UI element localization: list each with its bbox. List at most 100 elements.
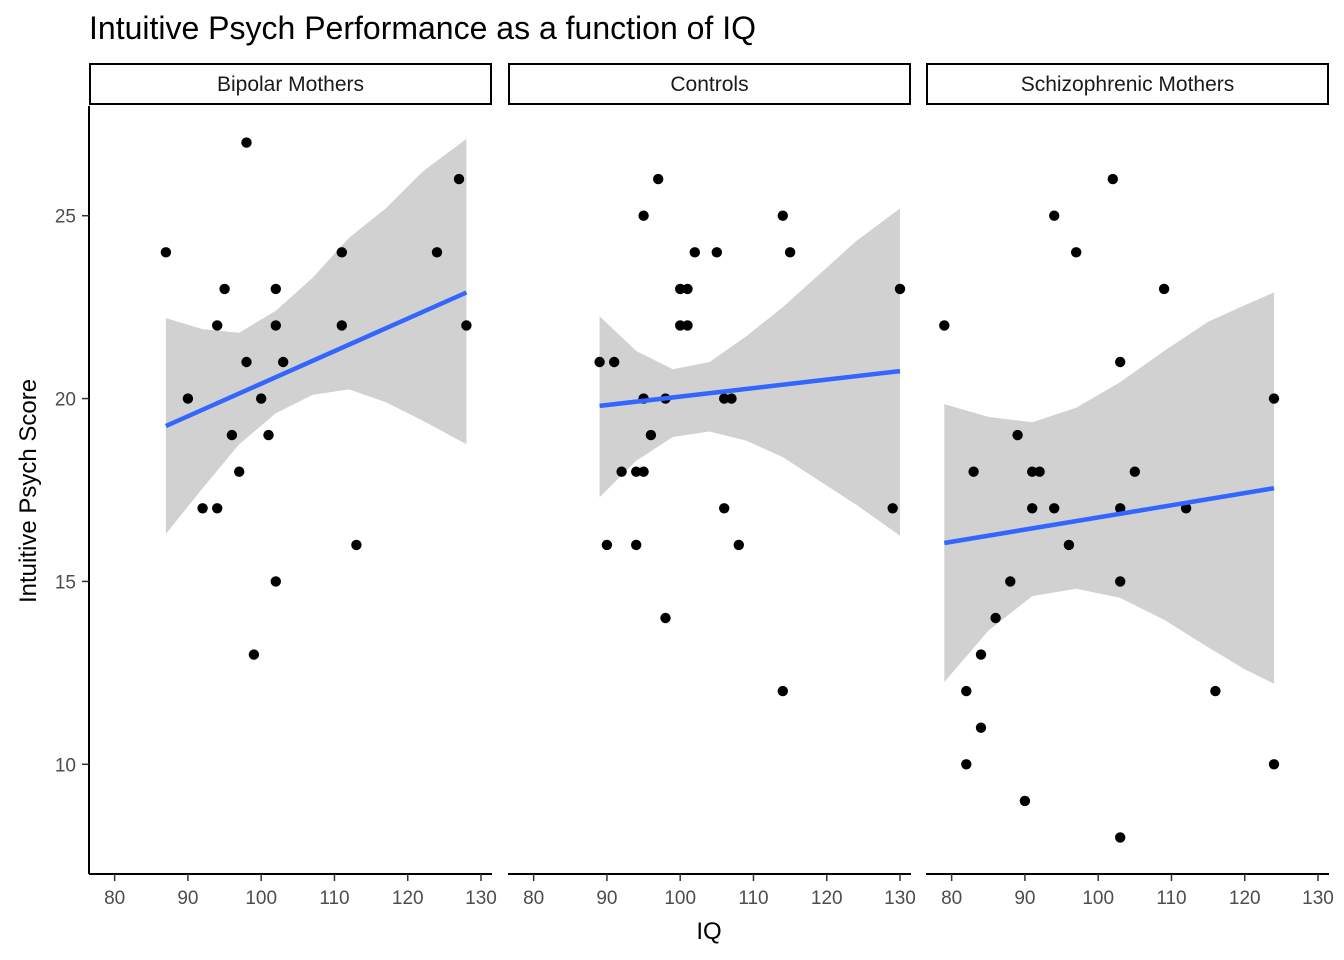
data-point xyxy=(777,210,788,221)
data-point xyxy=(256,393,267,404)
data-point xyxy=(1115,356,1126,368)
data-point xyxy=(660,612,671,624)
data-point xyxy=(961,685,972,697)
data-point xyxy=(631,466,642,477)
data-point xyxy=(1049,503,1060,514)
data-point xyxy=(1019,795,1031,807)
data-point xyxy=(1268,759,1280,770)
data-point xyxy=(894,283,906,295)
data-point xyxy=(219,283,230,295)
data-point xyxy=(990,612,1001,624)
data-point xyxy=(1115,832,1126,843)
data-point xyxy=(241,137,252,148)
data-point xyxy=(733,539,744,551)
confidence-band xyxy=(165,138,467,534)
panel-2: Controls 80 90 100 110 120 130 xyxy=(508,63,916,909)
y-tick-label: 10 xyxy=(55,755,76,776)
data-point xyxy=(961,759,972,770)
data-point xyxy=(784,247,796,258)
data-point xyxy=(975,722,987,733)
data-point xyxy=(1210,685,1221,697)
x-tick-label: 80 xyxy=(941,888,962,909)
data-point xyxy=(975,649,987,660)
data-point xyxy=(270,320,281,331)
data-point xyxy=(594,356,605,368)
regression-line xyxy=(943,485,1275,546)
data-point xyxy=(711,247,722,258)
data-point xyxy=(336,320,347,331)
facet-label: Bipolar Mothers xyxy=(217,73,364,96)
data-point xyxy=(675,320,686,331)
data-point xyxy=(160,247,172,258)
x-tick-label: 100 xyxy=(1082,888,1114,909)
data-point xyxy=(1158,283,1170,295)
data-point xyxy=(1027,503,1038,514)
panel-1: Bipolar Mothers 80 90 100 110 120 130 10 15 20 25 xyxy=(55,63,497,909)
data-point xyxy=(719,393,730,404)
x-tick-label: 100 xyxy=(664,888,696,909)
data-point xyxy=(1115,576,1126,587)
data-point xyxy=(1034,466,1045,477)
data-point xyxy=(1071,247,1082,258)
x-tick-label: 120 xyxy=(811,888,843,909)
x-tick-label: 120 xyxy=(392,888,424,909)
data-point xyxy=(777,685,788,697)
data-point xyxy=(1063,539,1075,551)
x-tick-label: 130 xyxy=(1302,888,1334,909)
data-point xyxy=(1005,576,1016,587)
data-point xyxy=(226,429,238,441)
x-tick-label: 110 xyxy=(319,888,349,909)
data-point xyxy=(248,649,260,660)
data-point xyxy=(270,283,281,295)
chart-title: Intuitive Psych Performance as a functio… xyxy=(89,10,756,46)
data-point xyxy=(939,320,950,331)
x-tick-label: 90 xyxy=(596,888,617,909)
data-point xyxy=(212,503,223,514)
data-point xyxy=(689,247,700,258)
facet-strip xyxy=(926,63,1329,105)
regression-line xyxy=(599,368,901,409)
x-tick-label: 130 xyxy=(465,888,497,909)
confidence-band xyxy=(944,292,1274,684)
x-tick-label: 80 xyxy=(104,888,125,909)
data-point xyxy=(1115,503,1126,514)
data-point xyxy=(726,393,737,404)
data-point xyxy=(682,283,693,295)
data-point xyxy=(453,173,465,185)
data-point xyxy=(182,393,194,404)
data-point xyxy=(616,466,627,477)
data-point xyxy=(461,320,472,331)
data-point xyxy=(1107,173,1119,185)
data-point xyxy=(431,247,443,258)
facet-strip xyxy=(89,63,492,105)
data-point xyxy=(270,576,281,587)
data-point xyxy=(653,173,664,185)
data-point xyxy=(212,320,223,331)
facet-label: Schizophrenic Mothers xyxy=(1021,73,1235,96)
x-axis-title: IQ xyxy=(696,918,721,945)
data-point xyxy=(675,283,686,295)
data-point xyxy=(645,429,657,441)
y-axis-title: Intuitive Psych Score xyxy=(15,379,42,603)
data-point xyxy=(1027,466,1038,477)
x-tick-label: 110 xyxy=(1156,888,1186,909)
data-point xyxy=(1012,429,1023,441)
y-tick-label: 25 xyxy=(55,207,76,228)
x-tick-label: 100 xyxy=(245,888,277,909)
data-point xyxy=(719,503,730,514)
data-point xyxy=(234,466,245,477)
panel-3: Schizophrenic Mothers 80 90 100 110 120 130 xyxy=(926,63,1334,909)
data-point xyxy=(278,356,289,368)
data-point xyxy=(682,320,693,331)
data-point xyxy=(1129,466,1141,477)
data-point xyxy=(631,539,642,551)
data-point xyxy=(609,356,620,368)
data-point xyxy=(197,503,208,514)
x-tick-label: 90 xyxy=(1014,888,1035,909)
x-tick-label: 110 xyxy=(738,888,768,909)
data-point xyxy=(241,356,252,368)
data-point xyxy=(351,539,362,551)
data-point xyxy=(968,466,979,477)
